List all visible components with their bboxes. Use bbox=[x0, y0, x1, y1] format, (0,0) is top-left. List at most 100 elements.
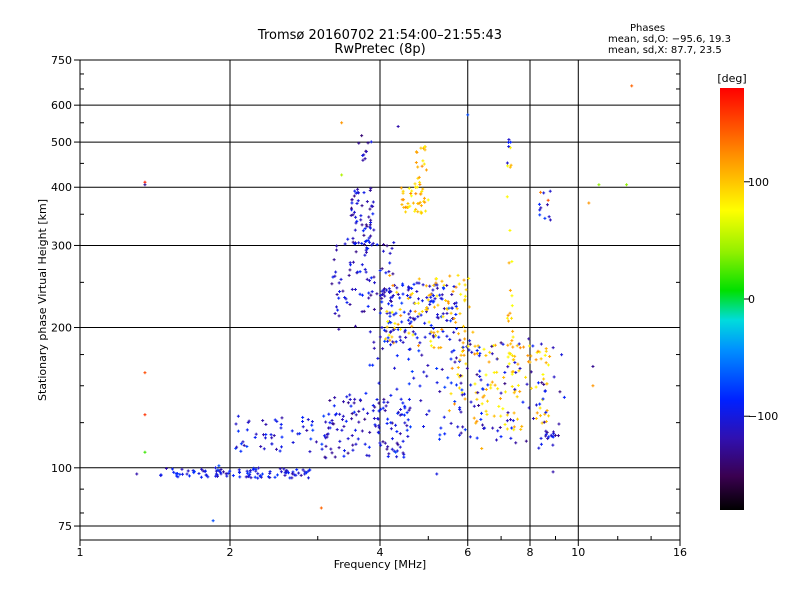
data-point bbox=[413, 301, 417, 305]
data-point bbox=[338, 439, 342, 443]
data-point bbox=[252, 466, 256, 470]
data-point bbox=[506, 343, 510, 347]
data-point bbox=[552, 375, 556, 379]
data-point bbox=[361, 229, 365, 233]
data-point bbox=[400, 198, 404, 202]
data-point bbox=[465, 366, 469, 370]
data-point bbox=[479, 378, 483, 382]
data-point bbox=[510, 316, 514, 320]
data-point bbox=[262, 447, 266, 451]
data-point bbox=[381, 347, 385, 351]
data-point bbox=[413, 182, 417, 186]
data-point bbox=[459, 381, 463, 385]
data-point bbox=[476, 344, 480, 348]
data-point bbox=[366, 247, 370, 251]
data-point bbox=[475, 349, 479, 353]
data-point bbox=[380, 326, 384, 330]
data-point bbox=[393, 283, 397, 287]
data-point bbox=[407, 186, 411, 190]
data-point bbox=[390, 335, 394, 339]
data-point bbox=[386, 321, 390, 325]
data-point bbox=[508, 228, 512, 232]
data-point bbox=[543, 353, 547, 357]
data-point bbox=[408, 322, 412, 326]
data-point bbox=[410, 189, 414, 193]
data-point bbox=[462, 278, 466, 282]
data-point bbox=[408, 316, 412, 320]
data-point bbox=[431, 294, 435, 298]
data-point bbox=[245, 428, 249, 432]
data-point bbox=[542, 377, 546, 381]
data-point bbox=[467, 276, 471, 280]
data-point bbox=[436, 330, 440, 334]
data-point bbox=[458, 312, 462, 316]
data-point bbox=[483, 426, 487, 430]
data-point bbox=[371, 200, 375, 204]
data-point bbox=[386, 400, 390, 404]
data-point bbox=[422, 370, 426, 374]
data-point bbox=[238, 475, 242, 479]
data-point bbox=[235, 445, 239, 449]
data-point bbox=[450, 306, 454, 310]
data-point bbox=[380, 293, 384, 297]
data-point bbox=[264, 433, 268, 437]
phase-stats-heading: Phases bbox=[630, 23, 666, 34]
data-point bbox=[254, 432, 258, 436]
data-point bbox=[428, 284, 432, 288]
data-point bbox=[493, 383, 497, 387]
data-point bbox=[350, 417, 354, 421]
data-point bbox=[416, 315, 420, 319]
data-point bbox=[463, 329, 467, 333]
data-point bbox=[411, 333, 415, 337]
data-point bbox=[491, 426, 495, 430]
data-point bbox=[475, 373, 479, 377]
data-point bbox=[438, 390, 442, 394]
data-point bbox=[541, 373, 545, 377]
data-point bbox=[480, 447, 484, 451]
data-point bbox=[415, 281, 419, 285]
data-point bbox=[438, 293, 442, 297]
data-point bbox=[440, 327, 444, 331]
data-point bbox=[355, 201, 359, 205]
data-point bbox=[425, 374, 429, 378]
data-point bbox=[425, 308, 429, 312]
data-point bbox=[356, 187, 360, 191]
data-point bbox=[541, 397, 545, 401]
data-point bbox=[346, 437, 350, 441]
data-point bbox=[352, 194, 356, 198]
data-point bbox=[268, 470, 272, 474]
data-point bbox=[399, 407, 403, 411]
data-point bbox=[364, 270, 368, 274]
data-point bbox=[398, 413, 402, 417]
data-point bbox=[544, 420, 548, 424]
data-point bbox=[401, 451, 405, 455]
data-point bbox=[391, 294, 395, 298]
data-point bbox=[389, 299, 393, 303]
data-point bbox=[362, 191, 366, 195]
data-point bbox=[404, 205, 408, 209]
data-point bbox=[256, 472, 260, 476]
data-point bbox=[286, 471, 290, 475]
data-point bbox=[279, 422, 283, 426]
data-point bbox=[421, 146, 425, 150]
data-point bbox=[443, 432, 447, 436]
data-point bbox=[395, 430, 399, 434]
data-point bbox=[429, 330, 433, 334]
data-point bbox=[424, 310, 428, 314]
data-point bbox=[526, 354, 530, 358]
data-point bbox=[542, 420, 546, 424]
data-point bbox=[469, 383, 473, 387]
data-point bbox=[218, 470, 222, 474]
data-point bbox=[445, 283, 449, 287]
data-point bbox=[539, 414, 543, 418]
data-point bbox=[409, 293, 413, 297]
data-point bbox=[429, 295, 433, 299]
data-point bbox=[356, 437, 360, 441]
data-point bbox=[419, 192, 423, 196]
data-point bbox=[371, 363, 375, 367]
data-point bbox=[244, 475, 248, 479]
data-point bbox=[455, 307, 459, 311]
data-point bbox=[548, 218, 552, 222]
data-point bbox=[357, 191, 361, 195]
data-point bbox=[278, 467, 282, 471]
